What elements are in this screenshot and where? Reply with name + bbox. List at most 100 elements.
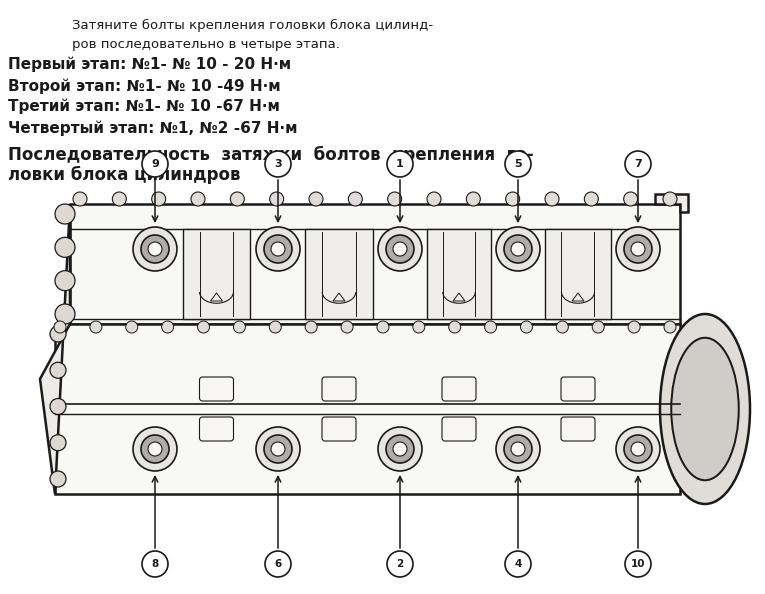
Circle shape [256, 227, 300, 271]
Circle shape [233, 321, 246, 333]
Circle shape [197, 321, 210, 333]
Circle shape [625, 151, 651, 177]
Ellipse shape [671, 338, 739, 481]
Circle shape [387, 151, 413, 177]
Text: Четвертый этап: №1, №2 -67 Н·м: Четвертый этап: №1, №2 -67 Н·м [8, 120, 298, 135]
FancyBboxPatch shape [442, 377, 476, 401]
Polygon shape [572, 293, 584, 301]
Polygon shape [453, 293, 465, 301]
Circle shape [504, 235, 532, 263]
Text: 4: 4 [514, 559, 522, 569]
Circle shape [378, 427, 422, 471]
Circle shape [341, 321, 353, 333]
Circle shape [631, 442, 645, 456]
Circle shape [161, 321, 174, 333]
FancyBboxPatch shape [442, 417, 476, 441]
Circle shape [270, 192, 284, 206]
Circle shape [628, 321, 640, 333]
Circle shape [506, 192, 519, 206]
FancyBboxPatch shape [200, 417, 233, 441]
Polygon shape [40, 204, 70, 494]
Text: Первый этап: №1- № 10 - 20 Н·м: Первый этап: №1- № 10 - 20 Н·м [8, 57, 291, 72]
Circle shape [112, 192, 126, 206]
Text: 2: 2 [396, 559, 404, 569]
Circle shape [386, 435, 414, 463]
Circle shape [386, 235, 414, 263]
Circle shape [265, 151, 291, 177]
FancyBboxPatch shape [322, 417, 356, 441]
Circle shape [348, 192, 363, 206]
Circle shape [427, 192, 441, 206]
Circle shape [664, 321, 676, 333]
Text: 6: 6 [275, 559, 282, 569]
Circle shape [377, 321, 389, 333]
Circle shape [387, 551, 413, 577]
Bar [545, 229, 611, 319]
Text: Затяните болты крепления головки блока цилинд-: Затяните болты крепления головки блока ц… [55, 19, 433, 32]
Circle shape [504, 435, 532, 463]
Text: 10: 10 [631, 559, 645, 569]
Circle shape [623, 192, 638, 206]
Circle shape [50, 399, 66, 415]
Circle shape [663, 192, 677, 206]
Circle shape [413, 321, 425, 333]
Circle shape [625, 551, 651, 577]
Text: ров последовательно в четыре этапа.: ров последовательно в четыре этапа. [55, 38, 340, 51]
Text: 5: 5 [514, 159, 522, 169]
FancyBboxPatch shape [561, 417, 595, 441]
Circle shape [271, 242, 285, 256]
Bar [305, 229, 373, 319]
Circle shape [631, 242, 645, 256]
Circle shape [393, 442, 407, 456]
Circle shape [616, 427, 660, 471]
Circle shape [484, 321, 496, 333]
Circle shape [230, 192, 244, 206]
Text: ловки блока цилиндров: ловки блока цилиндров [8, 166, 240, 184]
Circle shape [467, 192, 480, 206]
Bar [70, 204, 680, 494]
Circle shape [388, 192, 402, 206]
Circle shape [54, 321, 66, 333]
Circle shape [393, 242, 407, 256]
Ellipse shape [660, 314, 750, 504]
Text: 9: 9 [151, 159, 159, 169]
Circle shape [73, 192, 87, 206]
Text: 1: 1 [396, 159, 404, 169]
Circle shape [148, 442, 162, 456]
Circle shape [142, 551, 168, 577]
Circle shape [269, 321, 282, 333]
Text: 8: 8 [151, 559, 158, 569]
Circle shape [55, 238, 75, 257]
Circle shape [141, 435, 169, 463]
Circle shape [624, 235, 652, 263]
Polygon shape [333, 293, 345, 301]
Circle shape [50, 326, 66, 342]
Circle shape [592, 321, 604, 333]
Bar [70, 204, 680, 324]
Bar [183, 229, 250, 319]
Circle shape [264, 435, 292, 463]
Circle shape [271, 442, 285, 456]
Circle shape [55, 304, 75, 324]
Circle shape [378, 227, 422, 271]
Text: Второй этап: №1- № 10 -49 Н·м: Второй этап: №1- № 10 -49 Н·м [8, 78, 281, 93]
Circle shape [265, 551, 291, 577]
Circle shape [511, 242, 525, 256]
Circle shape [151, 192, 166, 206]
FancyBboxPatch shape [200, 377, 233, 401]
FancyBboxPatch shape [322, 377, 356, 401]
Circle shape [449, 321, 461, 333]
Circle shape [584, 192, 598, 206]
Circle shape [624, 435, 652, 463]
Circle shape [50, 362, 66, 378]
Circle shape [256, 427, 300, 471]
Circle shape [55, 204, 75, 224]
Circle shape [496, 427, 540, 471]
Circle shape [305, 321, 317, 333]
Circle shape [148, 242, 162, 256]
Circle shape [520, 321, 532, 333]
Circle shape [264, 235, 292, 263]
Circle shape [50, 435, 66, 451]
Circle shape [142, 151, 168, 177]
Circle shape [90, 321, 102, 333]
